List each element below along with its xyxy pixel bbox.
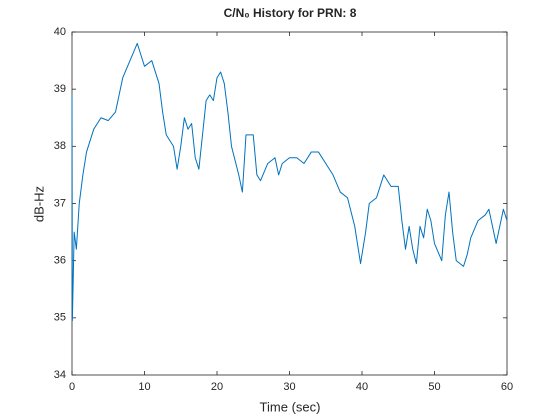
x-tick-label: 30 [283,381,295,393]
y-tick-label: 39 [54,83,66,95]
x-tick-label: 20 [211,381,223,393]
x-tick-label: 0 [69,381,75,393]
plot-box [71,31,508,376]
x-tick-label: 60 [501,381,513,393]
y-tick-label: 34 [54,369,66,381]
chart-title: C/N₀ History for PRN: 8 [224,6,357,20]
y-tick-label: 37 [54,197,66,209]
x-axis-label: Time (sec) [260,399,321,414]
y-tick-label: 40 [54,26,66,38]
y-tick-label: 38 [54,140,66,152]
y-tick-label: 35 [54,312,66,324]
y-axis-label: dB-Hz [31,186,46,222]
x-tick-label: 50 [428,381,440,393]
data-line [71,42,508,322]
x-tick-label: 10 [138,381,150,393]
y-tick-label: 36 [54,255,66,267]
x-tick-label: 40 [356,381,368,393]
